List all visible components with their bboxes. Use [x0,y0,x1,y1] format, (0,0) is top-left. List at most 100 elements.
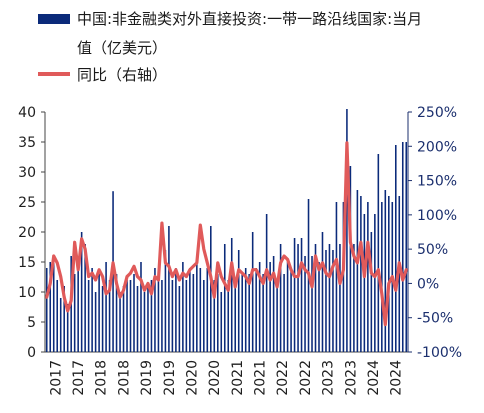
x-tick-label: 2020 [207,360,223,396]
bar [189,268,191,352]
bar [269,262,271,352]
bar [297,244,299,352]
legend-bar-label-line2: 值（亿美元） [77,39,167,57]
bar [157,274,160,352]
bar [108,280,111,352]
bar [255,268,257,352]
bar [388,196,390,352]
y-left-tick-label: 0 [27,345,36,361]
y-left-tick-label: 40 [18,105,36,121]
bar [203,280,205,352]
x-tick-label: 2019 [139,360,155,396]
bar [178,286,181,352]
bar [251,232,254,352]
bar [346,109,348,352]
x-tick-label: 2022 [298,360,314,396]
bar [360,196,362,352]
bar [290,268,292,352]
bar [105,262,107,352]
bar [394,145,397,352]
bar [363,214,366,352]
y-right-tick-label: 0% [417,276,439,292]
bar [339,244,341,352]
bar [279,244,282,352]
bar [276,280,278,352]
series-line-yoy [45,141,408,327]
bar [318,262,320,352]
bar [84,244,86,352]
bar [80,232,83,352]
bar [405,142,408,352]
y-right-tick-label: 100% [417,208,457,224]
bar [87,280,90,352]
bar [150,280,153,352]
bar [140,262,142,352]
x-tick-label: 2022 [275,360,291,396]
bar [332,250,334,352]
bar [314,244,317,352]
plot-area: 0 5 10 15 20 25 30 35 40 -100% -50% 0% 50% 100% 150% 20… [18,105,462,396]
bar [286,262,289,352]
bar [349,166,352,352]
bar [367,202,369,352]
y-left-tick-label: 30 [18,165,36,181]
y-right-tick-label: 200% [417,139,457,155]
legend-bar-swatch [38,14,70,24]
bar [258,262,261,352]
bar [370,232,373,352]
bar [147,286,149,352]
bar [237,250,240,352]
bar [244,268,247,352]
bar [206,268,209,352]
bar [196,256,198,352]
y-left-tick-label: 10 [18,285,36,301]
bar [230,238,233,352]
bar [63,286,65,352]
bar [171,280,174,352]
x-tick-label: 2021 [253,360,269,396]
legend-line-label: 同比（右轴） [77,66,167,84]
bar [98,274,100,352]
bar [119,292,121,352]
y-right-tick-label: 150% [417,174,457,190]
bar [381,202,383,352]
bar [115,274,118,352]
bar [325,250,327,352]
x-tick-label: 2020 [184,360,200,396]
bar [353,244,355,352]
bar [356,190,359,352]
legend-bar-label-line1: 中国:非金融类对外直接投资:一带一路沿线国家:当月 [77,10,422,28]
bar [164,250,167,352]
bar [56,280,59,352]
bar [265,214,268,352]
bar [49,262,52,352]
bar [45,268,48,352]
bar [321,232,324,352]
bar [220,292,223,352]
bar [328,244,331,352]
bar [66,304,69,352]
bar [227,280,230,352]
bar [73,274,76,352]
bar [136,286,139,352]
bar [374,214,376,352]
y-left-tick-label: 15 [18,255,36,271]
y-right-tick-label: 250% [417,105,457,121]
bar [77,268,79,352]
x-tick-label: 2017 [71,360,87,396]
y-left-tick-label: 25 [18,195,36,211]
bar [52,256,55,352]
bar [248,274,250,352]
bar [293,238,296,352]
bar [101,286,104,352]
bar [223,244,226,352]
x-tick-label: 2021 [230,360,246,396]
bar [133,274,135,352]
legend: 中国:非金融类对外直接投资:一带一路沿线国家:当月 值（亿美元） 同比（右轴） [38,10,422,84]
y-left-tick-label: 35 [18,135,36,151]
bar [401,142,404,352]
bar [192,274,195,352]
bar [304,256,306,352]
bar [384,190,387,352]
bar [216,274,219,352]
